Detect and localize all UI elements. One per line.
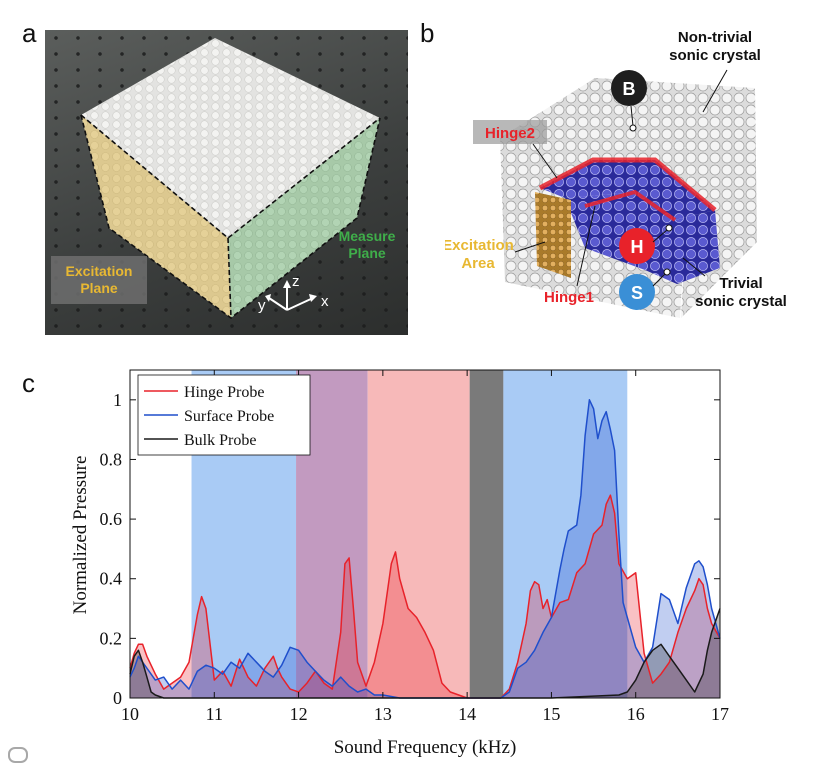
panel-b-schematic: Non-trivial sonic crystal Hinge2 Excitati… [445, 29, 787, 318]
series-fill-hinge [130, 495, 720, 698]
probe-h-stem [652, 229, 668, 243]
panel-c-chart: 10 11 12 13 14 15 16 17 0 0.2 0.4 0.6 0.8 1 Sound Fr… [70, 369, 729, 758]
legend: Hinge Probe Surface Probe Bulk Probe [137, 374, 311, 456]
series-fill-surface [130, 399, 720, 698]
excitation-area-label: Excitation Area [445, 237, 514, 272]
y-tick-label: 0.2 [100, 628, 123, 648]
nontrivial-crystal-label: Non-trivial sonic crystal [669, 29, 761, 64]
nontrivial-pointer [702, 69, 728, 113]
panel-label-b: b [420, 18, 435, 48]
cube-photo-illustration: Excitation Plane Measure Plane z x y [51, 38, 396, 320]
watermark [8, 747, 32, 763]
x-tick-label: 13 [374, 704, 392, 724]
excitation-plane-label: Excitation Plane [66, 263, 133, 296]
y-tick-label: 0.8 [100, 449, 123, 469]
legend-label-surface: Surface Probe [184, 408, 274, 425]
x-tick-label: 11 [206, 704, 223, 724]
hinge2-label: Hinge2 [485, 125, 535, 142]
series-fills [130, 399, 720, 698]
x-tick-label: 15 [542, 704, 560, 724]
x-tick-label: 14 [458, 704, 476, 724]
cube-dashed-outline [80, 114, 381, 240]
y-tick-label: 0 [113, 688, 122, 708]
axis-label-y: y [258, 297, 266, 314]
probe-s-anchor [663, 268, 671, 276]
axis-label-x: x [321, 293, 329, 310]
y-tick-label: 0.4 [100, 569, 123, 589]
probe-s-label: S [631, 283, 643, 303]
series-line-bulk [129, 608, 721, 699]
probe-h-anchor [665, 224, 673, 232]
hinge2-label-box [473, 120, 547, 144]
series-fill-bulk [130, 608, 720, 698]
plot-frame [129, 369, 721, 699]
axis-label-z: z [292, 273, 300, 290]
cube-dashed-edge [227, 237, 232, 319]
probe-b-marker [611, 70, 647, 106]
cube-right-face [228, 118, 380, 318]
excitation-plane-overlay [81, 115, 231, 318]
coordinate-axes [265, 280, 317, 311]
hinge2-highlight [538, 157, 717, 212]
panel-a-photo: Excitation Plane Measure Plane z x y [45, 30, 408, 335]
x-axis-ticks: 10 11 12 13 14 15 16 17 [121, 370, 729, 724]
probe-s-marker [619, 274, 655, 310]
cube-top-face [81, 38, 380, 238]
measure-plane-label: Measure Plane [339, 228, 396, 261]
x-tick-label: 10 [121, 704, 139, 724]
trivial-pointer [682, 257, 706, 277]
hinge1-label: Hinge1 [544, 289, 594, 306]
cube-left-face [81, 115, 231, 318]
band-2 [367, 370, 470, 698]
y-tick-label: 1 [113, 390, 122, 410]
nontrivial-crystal-top [500, 78, 755, 148]
probe-h-marker [619, 228, 655, 264]
probe-s-stem [652, 273, 666, 287]
probe-h-label: H [631, 237, 644, 257]
frequency-bands [191, 370, 628, 698]
probe-b-label: B [623, 79, 636, 99]
probe-b-stem [630, 105, 634, 127]
x-axis-label: Sound Frequency (kHz) [334, 737, 517, 758]
panel-label-a: a [22, 18, 37, 48]
legend-label-bulk: Bulk Probe [184, 432, 256, 449]
measure-plane-overlay [228, 118, 380, 318]
y-axis-label: Normalized Pressure [70, 456, 91, 615]
x-tick-label: 12 [290, 704, 308, 724]
hinge2-pointer [532, 143, 558, 179]
x-tick-label: 16 [627, 704, 645, 724]
watermark-icon [8, 747, 28, 763]
excitation-label-box [51, 256, 147, 304]
x-tick-label: 17 [711, 704, 729, 724]
legend-label-hinge: Hinge Probe [184, 384, 264, 401]
y-axis-ticks: 0 0.2 0.4 0.6 0.8 1 [100, 390, 720, 708]
probe-b-anchor [629, 124, 637, 132]
trivial-crystal-label: Trivial sonic crystal [695, 275, 787, 310]
band-4 [503, 370, 628, 698]
series-line-hinge [129, 494, 721, 699]
panel-label-c: c [22, 368, 35, 398]
band-3 [469, 370, 504, 698]
hinge1-highlight [584, 189, 677, 222]
hinge1-pointer [576, 205, 596, 287]
excitation-pointer [514, 241, 546, 253]
y-tick-label: 0.6 [100, 509, 123, 529]
excitation-area [535, 192, 571, 278]
